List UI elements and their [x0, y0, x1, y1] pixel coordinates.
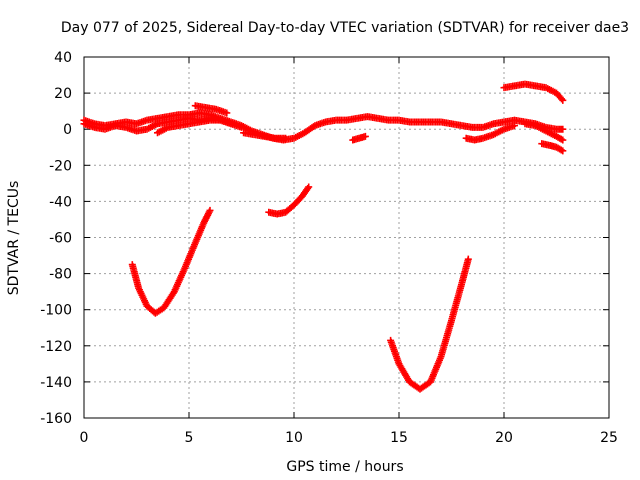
x-tick-label: 0	[80, 430, 89, 446]
series-arc-3	[387, 255, 472, 393]
series-arc-11	[500, 80, 567, 104]
y-tick-label: 20	[54, 86, 72, 102]
x-tick-label: 5	[185, 430, 194, 446]
x-tick-labels: 0 5 10 15 20 25	[80, 430, 618, 446]
series-arc-10	[462, 122, 518, 144]
data-point	[559, 125, 567, 133]
grid-lines	[84, 57, 609, 418]
y-tick-label: 0	[63, 122, 72, 138]
chart-title: Day 077 of 2025, Sidereal Day-to-day VTE…	[61, 20, 629, 36]
data-point	[511, 122, 518, 130]
series-arc-2	[265, 183, 313, 218]
series-arc-8	[240, 129, 290, 142]
data-point	[559, 136, 567, 144]
y-tick-label: -120	[40, 339, 72, 355]
series-arc-6	[154, 116, 245, 137]
axis-ticks	[83, 56, 610, 419]
y-tick-label: 40	[54, 50, 72, 66]
data-points	[80, 80, 567, 393]
y-tick-label: -140	[40, 375, 72, 391]
y-tick-label: -60	[49, 231, 72, 247]
y-tick-label: -100	[40, 303, 72, 319]
data-point	[282, 134, 290, 142]
data-point	[304, 184, 312, 192]
x-tick-label: 25	[600, 430, 618, 446]
data-point	[558, 95, 566, 103]
y-tick-labels: 40 20 0 -20 -40 -60 -80 -100 -120 -140 -160	[40, 50, 72, 427]
data-point	[223, 109, 231, 117]
data-point	[559, 147, 567, 155]
y-tick-label: -20	[49, 158, 72, 174]
x-tick-label: 15	[390, 430, 408, 446]
y-tick-label: -160	[40, 411, 72, 427]
data-point	[305, 183, 313, 191]
data-point	[238, 123, 245, 131]
y-tick-label: -40	[49, 194, 72, 210]
data-point	[464, 255, 472, 263]
x-tick-label: 10	[285, 430, 303, 446]
data-point	[361, 132, 369, 140]
series-arc-13	[538, 140, 567, 155]
x-tick-label: 20	[495, 430, 513, 446]
y-axis-label: SDTVAR / TECUs	[6, 181, 22, 296]
y-tick-label: -80	[49, 267, 72, 283]
series-arc-12	[521, 120, 567, 144]
series-arc-1	[128, 206, 214, 317]
series-arc-9	[349, 132, 369, 144]
series-arc-7	[191, 102, 231, 117]
x-axis-label: GPS time / hours	[286, 459, 403, 475]
data-point	[206, 206, 214, 214]
data-point	[559, 96, 567, 104]
